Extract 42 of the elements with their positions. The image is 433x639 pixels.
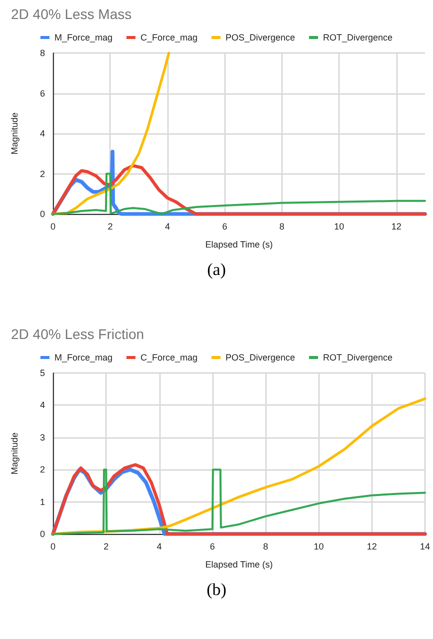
y-tick-label: 4 xyxy=(40,400,45,410)
x-tick-label: 4 xyxy=(164,222,170,232)
legend-label: POS_Divergence xyxy=(225,352,296,362)
x-tick-label: 0 xyxy=(50,222,56,232)
chart-title: 2D 40% Less Friction xyxy=(11,326,144,342)
legend-label: M_Force_mag xyxy=(54,32,112,42)
y-tick-label: 0 xyxy=(40,209,45,219)
x-axis-title: Elapsed Time (s) xyxy=(205,560,273,570)
legend-label: ROT_Divergence xyxy=(323,32,393,42)
legend-label: C_Force_mag xyxy=(140,352,198,362)
x-tick-label: 8 xyxy=(263,542,268,552)
y-tick-label: 0 xyxy=(40,529,45,539)
x-tick-label: 6 xyxy=(222,222,228,232)
y-tick-label: 3 xyxy=(40,432,45,442)
chart-title: 2D 40% Less Mass xyxy=(11,6,132,22)
x-axis-title: Elapsed Time (s) xyxy=(205,240,273,250)
y-tick-label: 2 xyxy=(40,464,45,475)
legend-label: ROT_Divergence xyxy=(323,352,393,362)
y-tick-label: 2 xyxy=(40,168,45,179)
x-tick-label: 0 xyxy=(50,542,56,552)
x-tick-label: 14 xyxy=(420,542,430,552)
x-tick-label: 12 xyxy=(391,222,402,232)
legend-label: POS_Divergence xyxy=(225,32,296,42)
x-tick-label: 6 xyxy=(210,542,215,552)
y-tick-label: 1 xyxy=(40,496,45,507)
text: (b) xyxy=(206,579,228,601)
x-tick-label: 10 xyxy=(314,542,324,552)
text: (a) xyxy=(206,259,227,281)
y-tick-label: 4 xyxy=(40,128,45,138)
y-axis-title: Magnitude xyxy=(10,432,20,475)
x-tick-label: 4 xyxy=(156,542,162,552)
legend-label: M_Force_mag xyxy=(54,352,112,362)
x-tick-label: 2 xyxy=(108,222,113,232)
x-tick-label: 8 xyxy=(279,222,284,232)
legend-label: C_Force_mag xyxy=(140,32,198,42)
y-tick-label: 8 xyxy=(40,48,45,58)
x-tick-label: 2 xyxy=(104,542,109,552)
x-tick-label: 10 xyxy=(334,222,344,232)
y-tick-label: 5 xyxy=(40,368,45,378)
y-tick-label: 6 xyxy=(40,88,45,98)
x-tick-label: 12 xyxy=(366,542,377,552)
y-axis-title: Magnitude xyxy=(10,112,20,155)
